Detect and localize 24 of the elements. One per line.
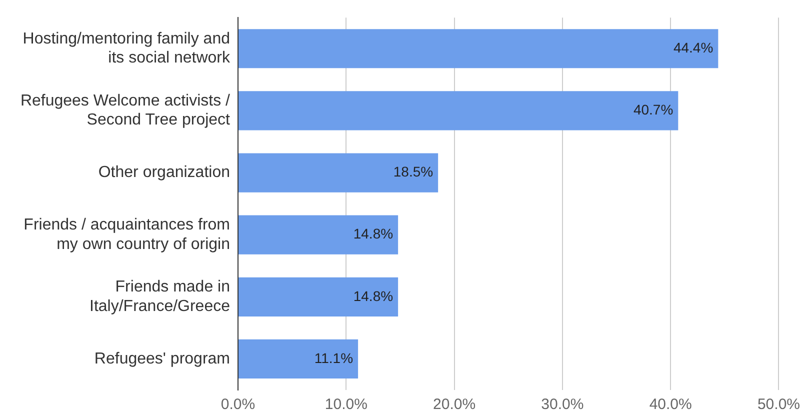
x-tick-label: 20.0% <box>433 396 476 414</box>
y-tick-label: Refugees' program <box>94 350 230 368</box>
x-tick-label: 10.0% <box>324 396 368 414</box>
x-tick-label: 0.0% <box>220 396 256 414</box>
bar <box>238 215 398 254</box>
data-label: 18.5% <box>393 164 434 180</box>
x-tick-label: 30.0% <box>541 396 584 414</box>
data-label: 14.8% <box>353 226 394 242</box>
bar <box>238 29 718 68</box>
bar <box>238 277 398 316</box>
y-tick-label: Friends / acquaintances from my own country of origin <box>24 216 230 253</box>
x-tick-label: 40.0% <box>649 396 692 414</box>
data-label: 40.7% <box>633 102 674 118</box>
data-label: 14.8% <box>353 288 394 304</box>
y-tick-label: Friends made in Italy/France/Greece <box>90 278 230 315</box>
bar <box>238 153 438 192</box>
data-label: 11.1% <box>314 350 354 366</box>
y-tick-label: Refugees Welcome activists / Second Tree project <box>20 92 231 129</box>
y-tick-label: Other organization <box>98 164 230 182</box>
data-label: 44.4% <box>673 39 714 56</box>
bar <box>238 339 358 379</box>
x-tick-label: 50.0% <box>757 396 800 414</box>
bar <box>238 91 678 130</box>
y-tick-label: Hosting/mentoring family and its social network <box>22 30 231 67</box>
